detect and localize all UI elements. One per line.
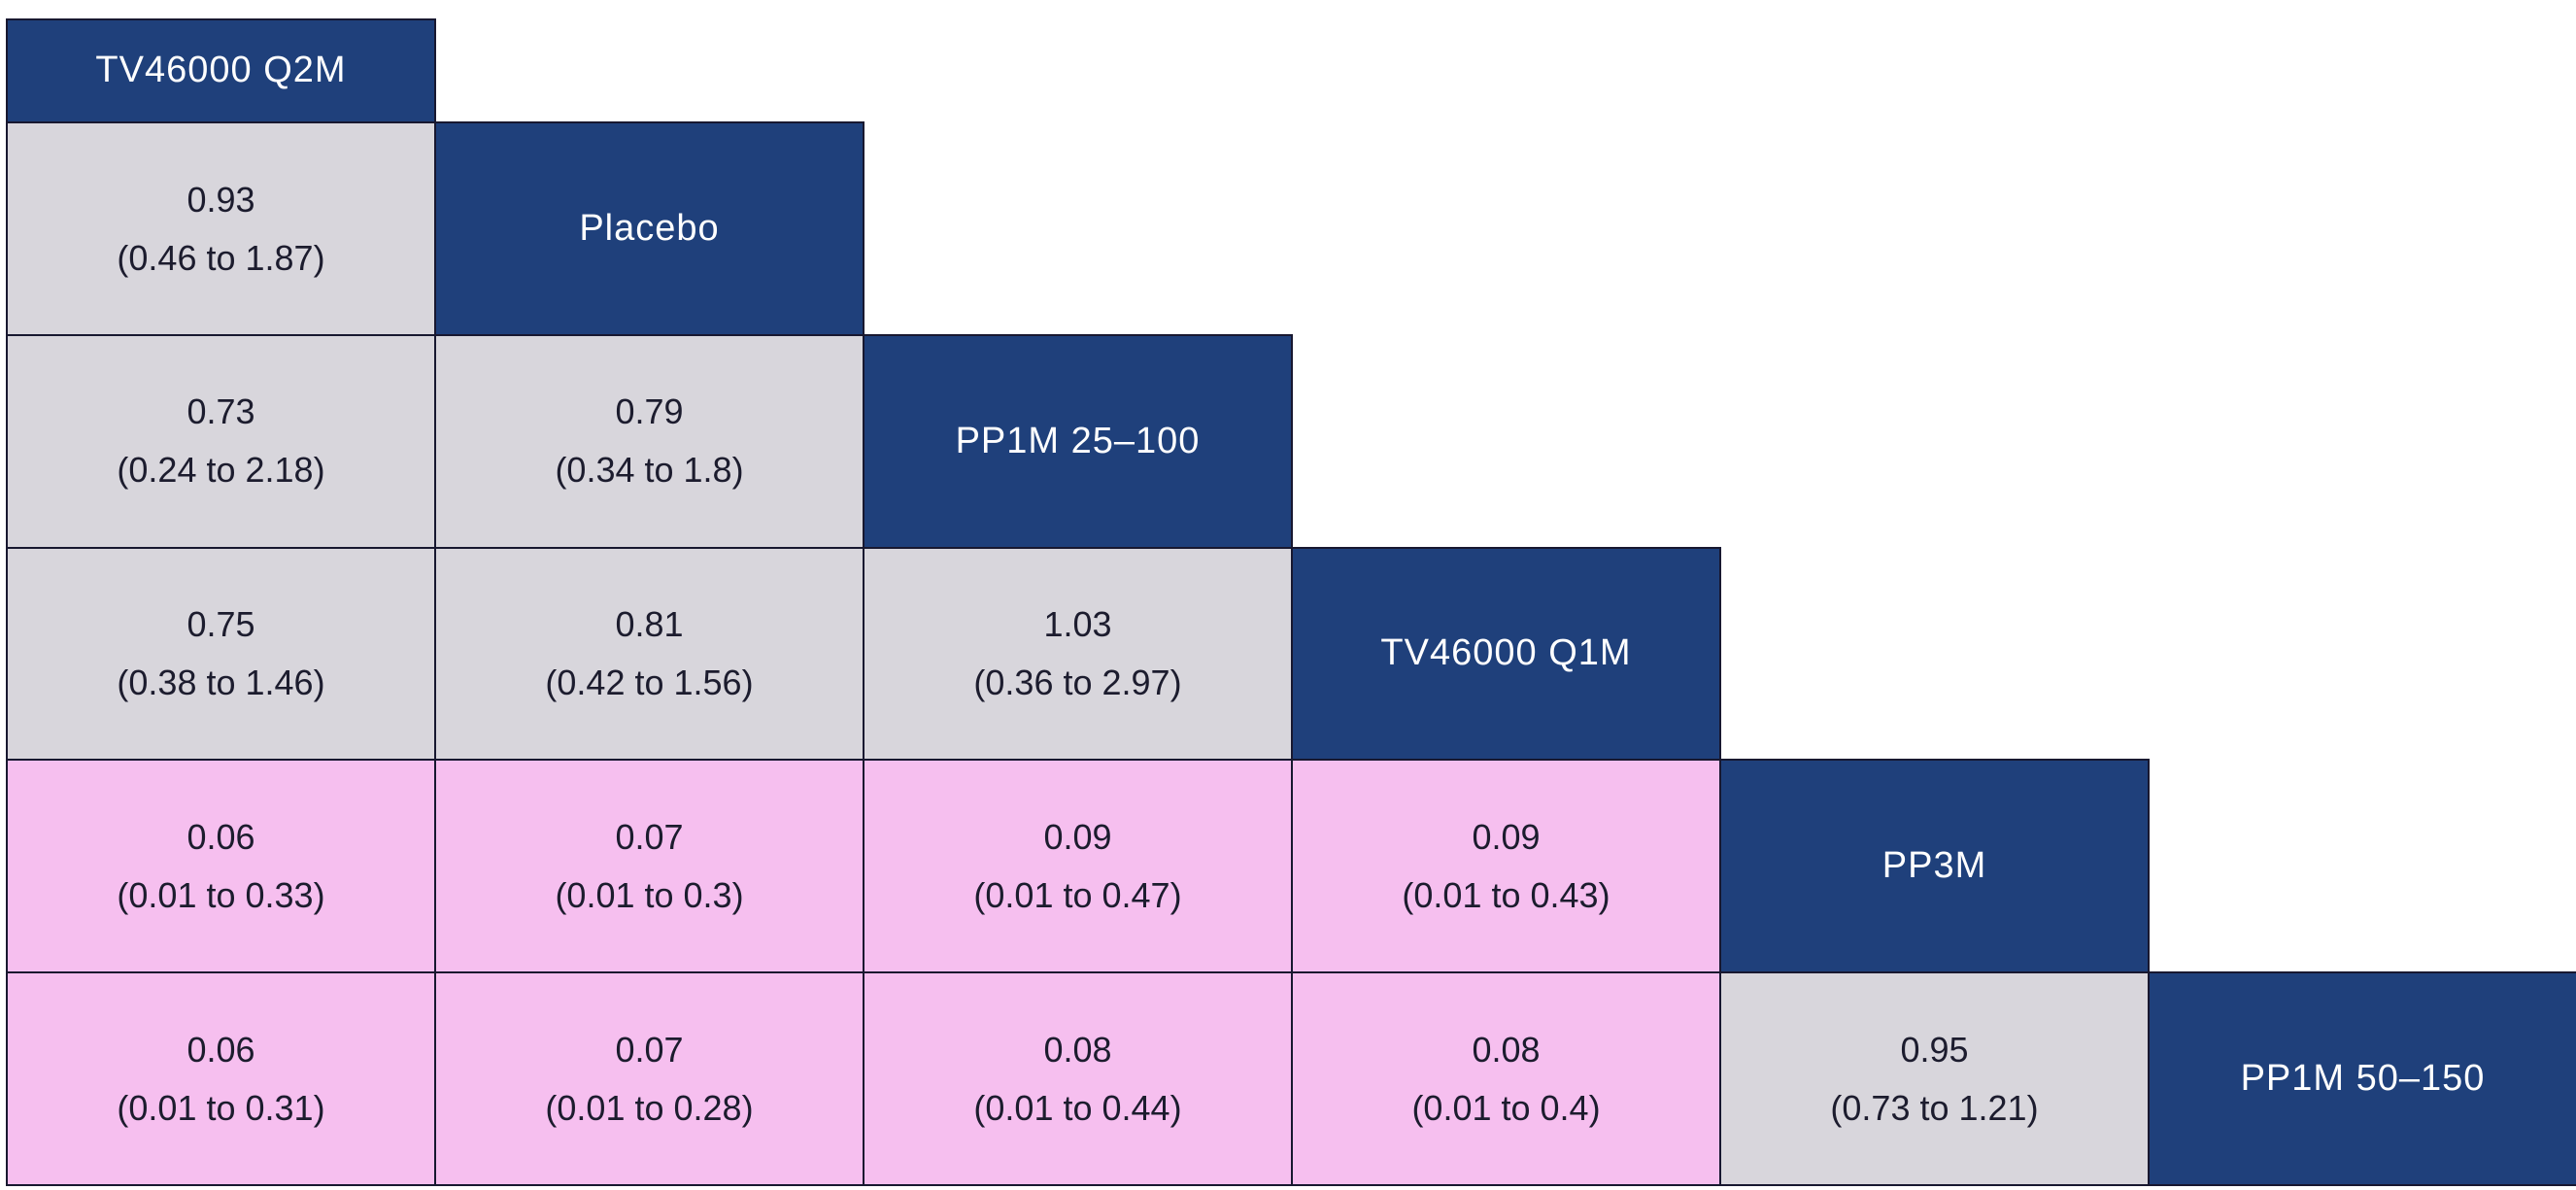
empty-cell — [1292, 19, 1720, 122]
treatment-header-cell-tv46000-q2m: TV46000 Q2M — [6, 17, 436, 124]
empty-cell — [1720, 335, 2149, 548]
confidence-interval: (0.34 to 1.8) — [555, 450, 744, 491]
table-row: 0.73 (0.24 to 2.18) 0.79 (0.34 to 1.8) P… — [6, 333, 2576, 549]
treatment-header-cell-pp1m-50-150: PP1M 50–150 — [2148, 971, 2576, 1186]
confidence-interval: (0.73 to 1.21) — [1830, 1087, 2039, 1128]
table-row: TV46000 Q2M — [6, 17, 2576, 124]
estimate-value: 0.75 — [186, 604, 255, 645]
table-row: 0.75 (0.38 to 1.46) 0.81 (0.42 to 1.56) … — [6, 546, 2576, 762]
comparison-cell-significant: 0.06 (0.01 to 0.31) — [6, 971, 436, 1186]
estimate-value: 0.06 — [186, 1029, 255, 1070]
estimate-value: 0.07 — [615, 1029, 684, 1070]
confidence-interval: (0.01 to 0.3) — [555, 874, 744, 915]
estimate-value: 0.09 — [1472, 816, 1541, 857]
comparison-cell-significant: 0.06 (0.01 to 0.33) — [6, 759, 436, 974]
confidence-interval: (0.36 to 2.97) — [973, 663, 1182, 703]
confidence-interval: (0.01 to 0.44) — [973, 1087, 1182, 1128]
comparison-cell: 0.95 (0.73 to 1.21) — [1719, 971, 2150, 1186]
comparison-cell-significant: 0.09 (0.01 to 0.47) — [863, 759, 1293, 974]
empty-cell — [1720, 548, 2149, 761]
empty-cell — [1292, 335, 1720, 548]
confidence-interval: (0.24 to 2.18) — [117, 450, 325, 491]
estimate-value: 0.93 — [186, 179, 255, 220]
treatment-header-cell-pp1m-25-100: PP1M 25–100 — [863, 333, 1293, 549]
treatment-header-cell-placebo: Placebo — [434, 121, 864, 336]
estimate-value: 0.06 — [186, 816, 255, 857]
empty-cell — [1720, 19, 2149, 122]
estimate-value: 0.81 — [615, 604, 684, 645]
empty-cell — [2149, 122, 2576, 335]
empty-cell — [1292, 122, 1720, 335]
empty-cell — [864, 122, 1292, 335]
treatment-name: PP1M 50–150 — [2240, 1057, 2486, 1099]
table-row: 0.06 (0.01 to 0.31) 0.07 (0.01 to 0.28) … — [6, 971, 2576, 1186]
empty-cell — [2149, 19, 2576, 122]
confidence-interval: (0.01 to 0.43) — [1402, 874, 1610, 915]
empty-cell — [2149, 548, 2576, 761]
comparison-cell-significant: 0.07 (0.01 to 0.28) — [434, 971, 864, 1186]
confidence-interval: (0.01 to 0.28) — [545, 1087, 754, 1128]
confidence-interval: (0.01 to 0.47) — [973, 874, 1182, 915]
estimate-value: 0.08 — [1472, 1029, 1541, 1070]
comparison-cell: 0.75 (0.38 to 1.46) — [6, 546, 436, 762]
treatment-header-cell-tv46000-q1m: TV46000 Q1M — [1291, 546, 1721, 762]
comparison-cell: 0.81 (0.42 to 1.56) — [434, 546, 864, 762]
estimate-value: 0.08 — [1043, 1029, 1112, 1070]
comparison-cell: 0.93 (0.46 to 1.87) — [6, 121, 436, 336]
comparison-cell-significant: 0.08 (0.01 to 0.4) — [1291, 971, 1721, 1186]
empty-cell — [2149, 335, 2576, 548]
treatment-name: TV46000 Q2M — [95, 50, 347, 91]
confidence-interval: (0.38 to 1.46) — [117, 663, 325, 703]
confidence-interval: (0.01 to 0.31) — [117, 1087, 325, 1128]
confidence-interval: (0.42 to 1.56) — [545, 663, 754, 703]
table-row: 0.06 (0.01 to 0.33) 0.07 (0.01 to 0.3) 0… — [6, 759, 2576, 974]
confidence-interval: (0.01 to 0.33) — [117, 874, 325, 915]
estimate-value: 0.79 — [615, 391, 684, 432]
treatment-name: PP1M 25–100 — [955, 420, 1201, 461]
comparison-cell-significant: 0.09 (0.01 to 0.43) — [1291, 759, 1721, 974]
comparison-cell-significant: 0.07 (0.01 to 0.3) — [434, 759, 864, 974]
comparison-cell: 0.73 (0.24 to 2.18) — [6, 333, 436, 549]
confidence-interval: (0.46 to 1.87) — [117, 237, 325, 278]
confidence-interval: (0.01 to 0.4) — [1411, 1087, 1601, 1128]
table-row: 0.93 (0.46 to 1.87) Placebo — [6, 121, 2576, 336]
treatment-name: TV46000 Q1M — [1380, 632, 1632, 674]
treatment-header-cell-pp3m: PP3M — [1719, 759, 2150, 974]
estimate-value: 0.09 — [1043, 816, 1112, 857]
empty-cell — [435, 19, 864, 122]
treatment-name: Placebo — [579, 207, 720, 249]
treatment-name: PP3M — [1881, 845, 1987, 887]
estimate-value: 1.03 — [1043, 604, 1112, 645]
comparison-cell-significant: 0.08 (0.01 to 0.44) — [863, 971, 1293, 1186]
empty-cell — [2149, 760, 2576, 972]
estimate-value: 0.07 — [615, 816, 684, 857]
empty-cell — [1720, 122, 2149, 335]
league-table: TV46000 Q2M 0.93 (0.46 to 1.87) Placebo … — [6, 17, 2576, 1186]
estimate-value: 0.95 — [1900, 1029, 1969, 1070]
comparison-cell: 1.03 (0.36 to 2.97) — [863, 546, 1293, 762]
empty-cell — [864, 19, 1292, 122]
comparison-cell: 0.79 (0.34 to 1.8) — [434, 333, 864, 549]
estimate-value: 0.73 — [186, 391, 255, 432]
